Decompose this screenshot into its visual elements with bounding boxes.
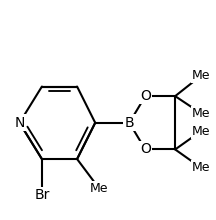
Text: Me: Me — [192, 125, 210, 138]
Text: O: O — [140, 89, 151, 103]
Text: Me: Me — [192, 161, 210, 174]
Text: B: B — [124, 116, 134, 130]
Text: Me: Me — [192, 107, 210, 120]
Text: Me: Me — [192, 69, 210, 82]
Text: N: N — [14, 116, 25, 130]
Text: O: O — [140, 142, 151, 156]
Text: Me: Me — [90, 182, 109, 195]
Text: Br: Br — [34, 188, 50, 202]
